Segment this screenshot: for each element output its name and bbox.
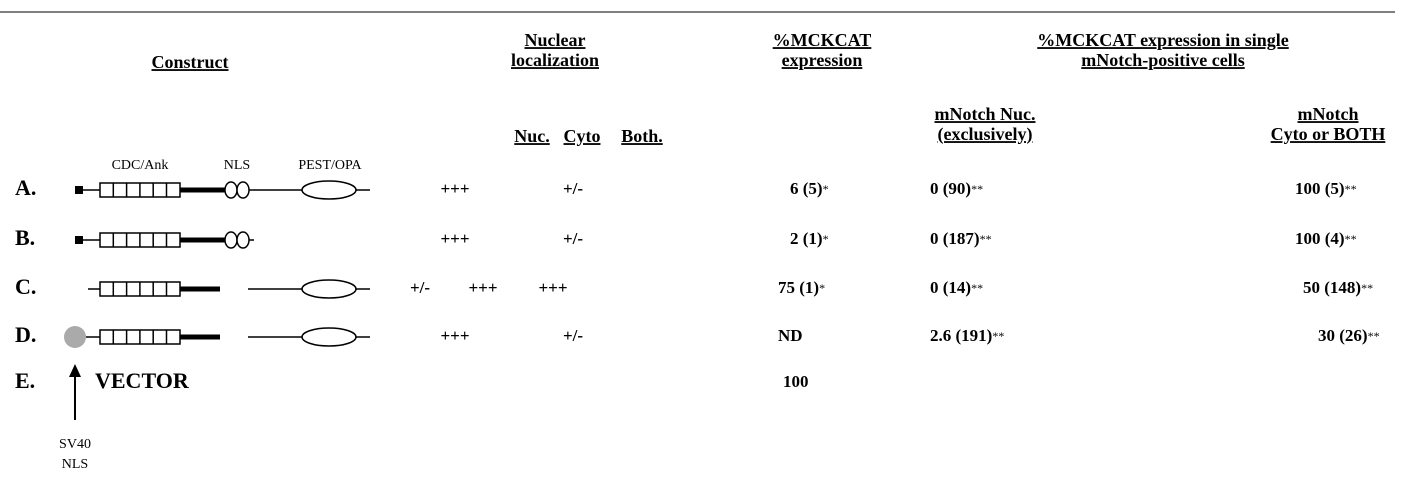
value: 0 (90): [930, 179, 971, 198]
row-label: D.: [15, 322, 36, 347]
row-label: A.: [15, 175, 36, 200]
cell-value: 30 (26)**: [1318, 326, 1380, 345]
row-label: E.: [15, 368, 35, 393]
header: (exclusively): [938, 124, 1033, 145]
header: Nuclear: [525, 30, 586, 50]
cell-value: 100 (5)**: [1295, 179, 1357, 198]
cell-value: 0 (90)**: [930, 179, 983, 198]
localization-value: +++: [440, 326, 469, 345]
footnote-mark: **: [971, 281, 983, 295]
domain-label: NLS: [224, 158, 250, 173]
cell-value: 50 (148)**: [1303, 278, 1373, 297]
localization-value: +/-: [563, 326, 583, 345]
header: mNotch: [1298, 104, 1359, 124]
arrow-head: [69, 364, 81, 377]
localization-value: +++: [538, 278, 567, 297]
localization-value: +++: [468, 278, 497, 297]
cell-value: 2.6 (191)**: [930, 326, 1004, 345]
row-label: B.: [15, 225, 35, 250]
nls: [224, 231, 238, 249]
nls: [224, 181, 238, 199]
value: 6 (5): [790, 179, 823, 198]
header: Cyto: [564, 126, 601, 146]
footnote-mark: **: [1368, 329, 1380, 343]
footnote-mark: **: [1345, 182, 1357, 196]
sv40-label: NLS: [62, 457, 88, 472]
construct-label: VECTOR: [95, 368, 190, 393]
domain-box: [75, 186, 83, 194]
footnote-mark: *: [823, 182, 829, 196]
localization-value: +/-: [563, 229, 583, 248]
cell-value: 100: [783, 372, 809, 391]
header: Both.: [621, 126, 663, 146]
pest-opa: [301, 279, 357, 299]
cell-value: 75 (1)*: [778, 278, 825, 297]
value: 100 (4): [1295, 229, 1345, 248]
header: mNotch Nuc.: [935, 104, 1036, 124]
localization-value: +/-: [410, 278, 430, 297]
value: 2.6 (191): [930, 326, 992, 345]
footnote-mark: *: [819, 281, 825, 295]
nls: [236, 231, 250, 249]
header: Cyto or BOTH: [1271, 124, 1386, 144]
header: expression: [782, 50, 863, 70]
header: %MCKCAT expression in single: [1037, 30, 1289, 50]
footnote-mark: **: [980, 232, 992, 246]
footnote-mark: **: [971, 182, 983, 196]
cell-value: 0 (14)**: [930, 278, 983, 297]
value: 0 (187): [930, 229, 980, 248]
footnote-mark: *: [823, 232, 829, 246]
cell-value: 2 (1)*: [790, 229, 829, 248]
value: 50 (148): [1303, 278, 1361, 297]
footnote-mark: **: [992, 329, 1004, 343]
pest-opa: [301, 180, 357, 200]
cell-value: 100 (4)**: [1295, 229, 1357, 248]
cell-value: 6 (5)*: [790, 179, 829, 198]
domain-box: [75, 236, 83, 244]
nls: [236, 181, 250, 199]
cell-value: 0 (187)**: [930, 229, 992, 248]
domain-label: PEST/OPA: [298, 158, 362, 173]
header: localization: [511, 50, 599, 70]
localization-value: +/-: [563, 179, 583, 198]
header: %MCKCAT: [773, 30, 872, 50]
header: Nuc.: [514, 126, 550, 146]
value: 100: [783, 372, 809, 391]
value: 30 (26): [1318, 326, 1368, 345]
row-label: C.: [15, 274, 36, 299]
footnote-mark: **: [1345, 232, 1357, 246]
header-construct: Construct: [152, 52, 229, 72]
footnote-mark: **: [1361, 281, 1373, 295]
value: 75 (1): [778, 278, 819, 297]
localization-value: +++: [440, 179, 469, 198]
value: 0 (14): [930, 278, 971, 297]
localization-value: +++: [440, 229, 469, 248]
domain-label: CDC/Ank: [112, 158, 169, 173]
sv40-label: SV40: [59, 437, 91, 452]
value: 2 (1): [790, 229, 823, 248]
sv40-nls: [64, 326, 86, 348]
pest-opa: [301, 327, 357, 347]
value: 100 (5): [1295, 179, 1345, 198]
value: ND: [778, 326, 803, 345]
cell-value: ND: [778, 326, 803, 345]
header: mNotch-positive cells: [1081, 50, 1244, 70]
